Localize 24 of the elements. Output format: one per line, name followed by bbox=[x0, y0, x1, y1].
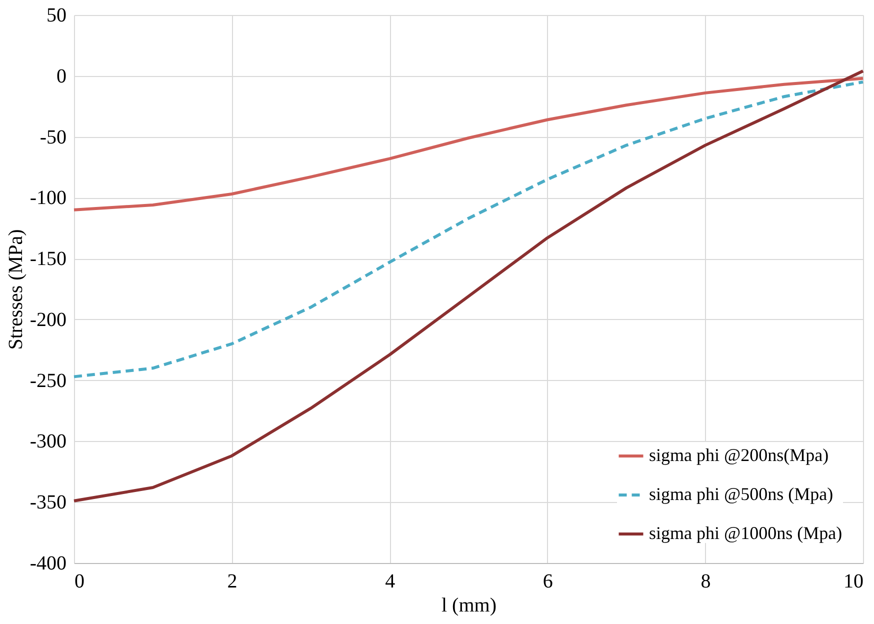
y-tick-label: -200 bbox=[30, 308, 66, 331]
y-tick-label: -150 bbox=[30, 248, 66, 270]
x-tick-label: 8 bbox=[700, 570, 711, 592]
x-tick-label: 0 bbox=[74, 570, 84, 592]
y-tick-label: -250 bbox=[30, 370, 66, 392]
legend-label: sigma phi @200ns(Mpa) bbox=[649, 445, 829, 465]
line-series bbox=[72, 76, 864, 212]
x-tick-label: 10 bbox=[844, 570, 864, 592]
y-tick-label: -350 bbox=[30, 492, 66, 514]
x-axis-title: l (mm) bbox=[442, 594, 496, 616]
x-tick-label: 4 bbox=[385, 570, 396, 592]
x-tick-label: 2 bbox=[227, 570, 238, 592]
y-tick-label: 0 bbox=[56, 65, 66, 88]
y-tick-label: -50 bbox=[40, 126, 66, 148]
line-series bbox=[72, 80, 864, 378]
y-tick-label: -300 bbox=[30, 430, 66, 453]
y-tick-label: 50 bbox=[46, 4, 66, 26]
y-axis-title: Stresses (MPa) bbox=[4, 229, 27, 350]
legend-label: sigma phi @500ns (Mpa) bbox=[649, 484, 834, 504]
x-tick-label: 6 bbox=[542, 570, 553, 592]
y-tick-label: -400 bbox=[30, 552, 66, 574]
legend-label: sigma phi @1000ns (Mpa) bbox=[649, 523, 842, 543]
line-series bbox=[72, 70, 864, 502]
y-tick-label: -100 bbox=[30, 187, 66, 210]
